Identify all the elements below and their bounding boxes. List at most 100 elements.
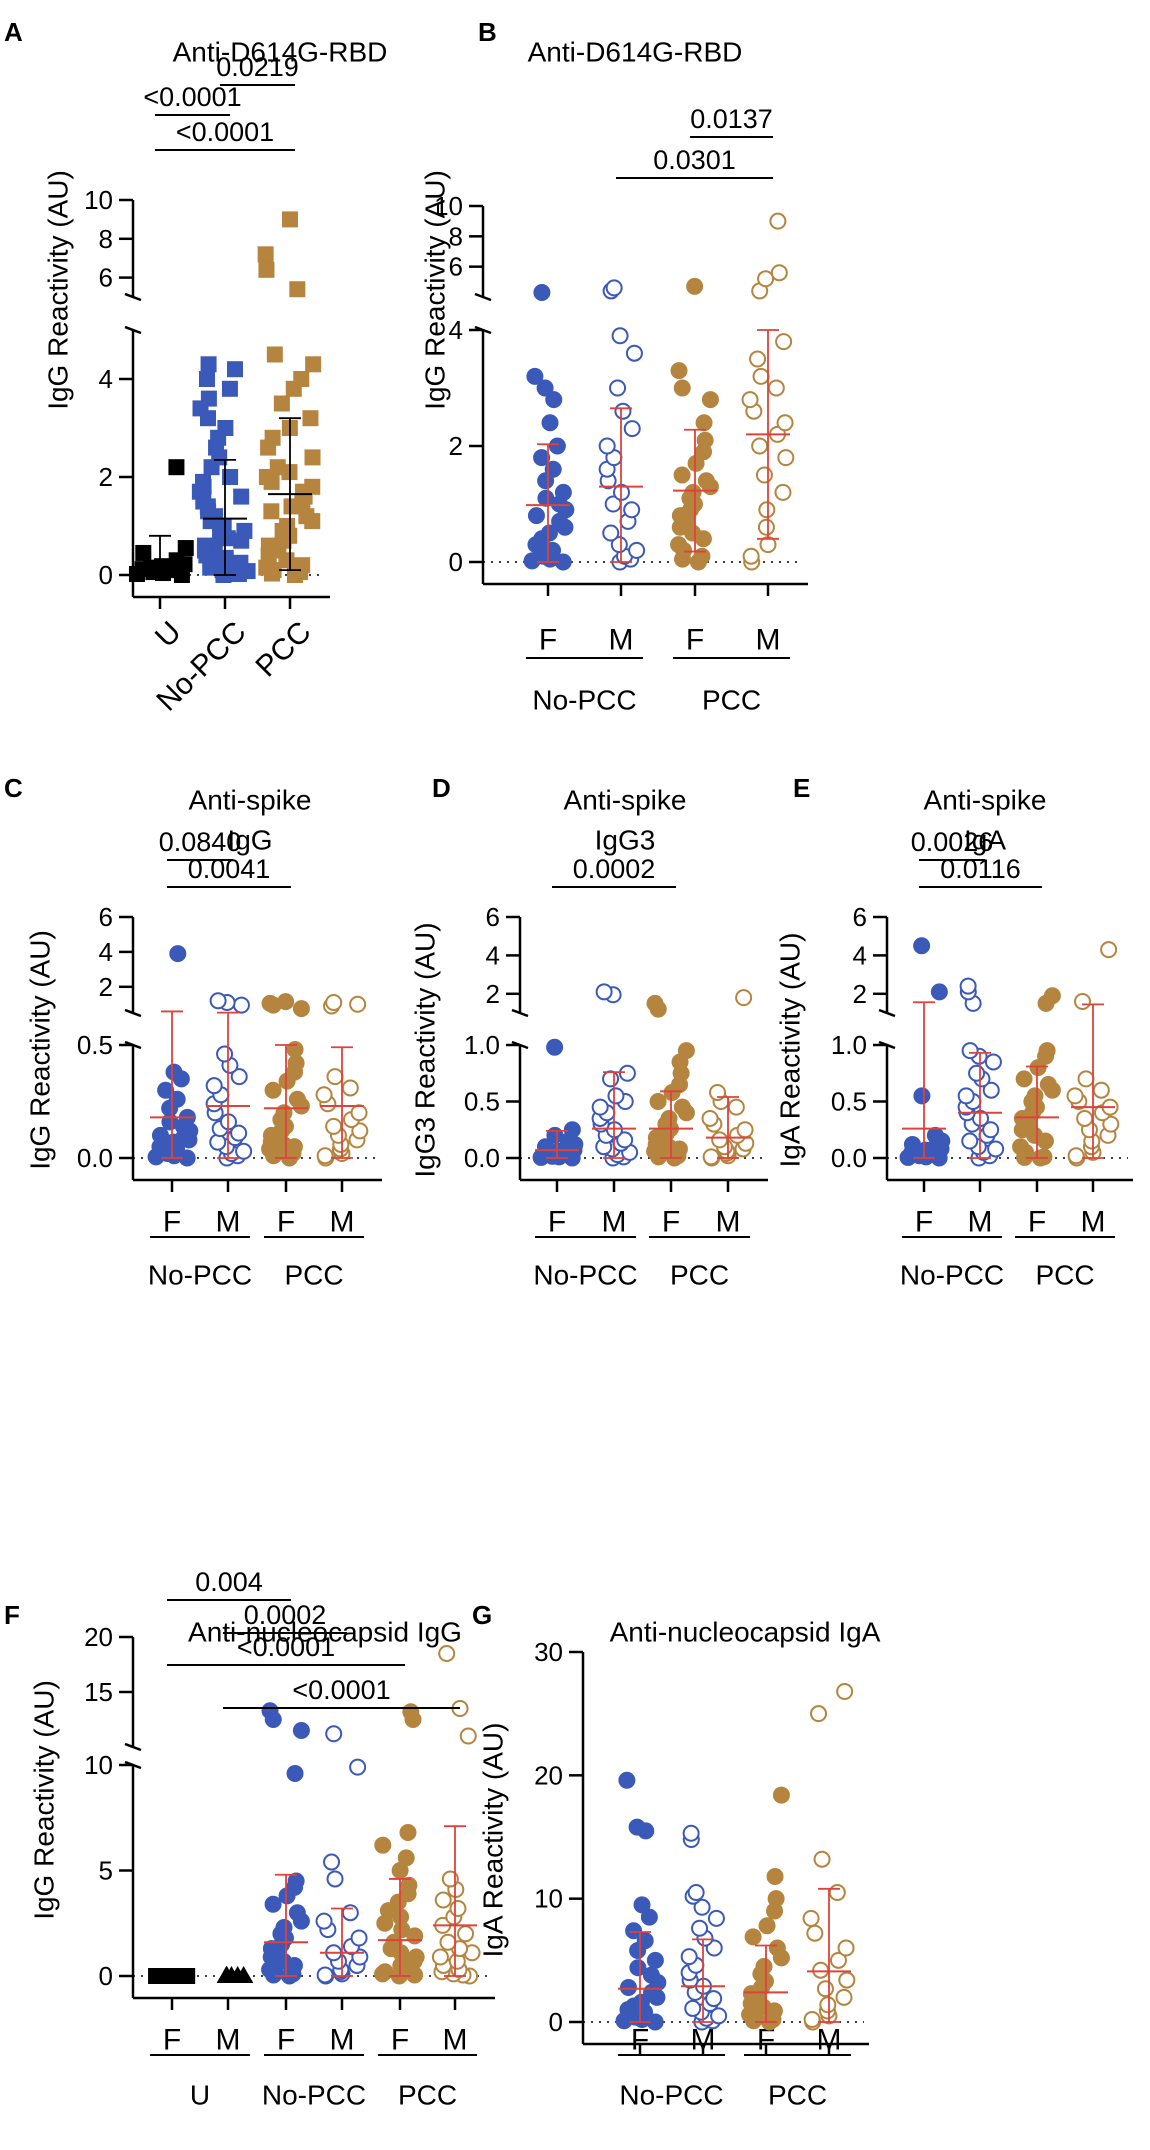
data-point [629, 1959, 647, 1977]
data-point [168, 459, 185, 476]
data-point [209, 992, 227, 1010]
chart-title: Anti-spike [564, 785, 687, 816]
data-point [673, 1098, 691, 1116]
data-point [605, 279, 623, 297]
p-value-label: 0.0219 [216, 52, 299, 82]
data-point [1077, 1070, 1095, 1088]
p-value-label: 0.0002 [244, 1600, 327, 1630]
data-point [168, 1090, 186, 1108]
y-tick-label: 1.0 [831, 1030, 867, 1060]
y-axis-label: IgA Reactivity (AU) [775, 933, 806, 1168]
data-point [349, 1758, 367, 1776]
data-point [1074, 992, 1092, 1010]
data-point [273, 395, 290, 412]
p-value-label: <0.0001 [237, 1632, 335, 1662]
y-tick-label: 6 [853, 902, 867, 932]
chart-title: Anti-spike [924, 785, 1047, 816]
data-point [216, 1045, 234, 1063]
data-point [281, 211, 298, 228]
y-axis-label: IgG3 Reactivity (AU) [410, 922, 441, 1177]
chart-title: IgG [227, 825, 272, 856]
series-2 [261, 1702, 310, 1985]
data-point [959, 977, 977, 995]
x-tick-label: M [602, 1206, 627, 1239]
series-0 [532, 1038, 584, 1167]
data-point [686, 277, 704, 295]
data-point [400, 1876, 418, 1894]
data-point [209, 1133, 227, 1151]
panel-label: F [4, 1600, 20, 1630]
y-tick-label: 4 [853, 940, 867, 970]
data-point [695, 414, 713, 432]
series-0 [147, 945, 199, 1167]
data-point [169, 945, 187, 963]
data-point [293, 371, 310, 387]
x-tick-label: F [163, 2024, 181, 2057]
data-point [961, 1042, 979, 1060]
data-point [623, 501, 641, 519]
data-point [687, 1884, 705, 1901]
data-point [749, 350, 767, 368]
data-point [261, 1702, 279, 1720]
data-point [632, 1993, 650, 2011]
series-0 [523, 283, 575, 571]
data-point [607, 1087, 625, 1105]
panel-c: C Anti-spike IgG IgG Reactivity (AU) 0.0 0.5 2… [4, 773, 382, 1291]
data-point [304, 449, 321, 466]
data-point [217, 420, 234, 436]
data-point [711, 1131, 729, 1149]
data-point [744, 1928, 762, 1946]
data-point [325, 1725, 343, 1743]
data-point [768, 1939, 786, 1957]
data-point [537, 472, 555, 490]
data-point [806, 1924, 824, 1942]
p-value-label: <0.0001 [143, 82, 241, 112]
data-point [230, 1068, 248, 1086]
data-point [774, 483, 792, 501]
data-point [294, 557, 311, 574]
data-point [913, 937, 931, 955]
data-point [544, 460, 562, 478]
y-axis-label: IgA Reactivity (AU) [478, 1723, 509, 1958]
data-point [757, 518, 775, 536]
data-point [1038, 1042, 1056, 1060]
group-label: No-PCC [900, 1260, 1004, 1291]
data-point [316, 1147, 334, 1165]
chart-title: Anti-D614G-RBD [173, 37, 388, 68]
x-tick-label: F [548, 1206, 566, 1239]
data-point [221, 380, 238, 397]
data-point [591, 1098, 609, 1116]
data-point [1076, 1109, 1094, 1127]
y-tick-label: 2 [449, 431, 463, 461]
data-point [769, 212, 787, 230]
data-point [288, 1904, 306, 1922]
group-label: PCC [702, 685, 761, 716]
series-3 [315, 994, 369, 1167]
series-1 [591, 983, 639, 1167]
data-point [702, 1148, 720, 1166]
data-point [776, 414, 794, 432]
panel-label: G [472, 1600, 492, 1630]
y-tick-label: 2 [99, 972, 113, 1002]
x-tick-label: F [277, 1206, 295, 1239]
data-point [351, 1122, 369, 1140]
series-3 [315, 1725, 369, 1985]
x-tick-label: M [1081, 1206, 1106, 1239]
x-tick-label: M [609, 624, 634, 657]
data-point [772, 1786, 790, 1804]
data-point [449, 1899, 467, 1917]
series-0 [899, 937, 951, 1167]
data-point [546, 1038, 564, 1056]
data-point [397, 1849, 415, 1867]
data-point [777, 449, 795, 467]
data-point [1102, 1115, 1120, 1133]
data-point [1067, 1147, 1085, 1165]
panel-g: G Anti-nucleocapsid IgA IgA Reactivity (AU… [472, 1600, 881, 2110]
chart-title: Anti-spike [189, 785, 312, 816]
data-point [349, 995, 367, 1013]
panel-e: E Anti-spike IgA IgA Reactivity (AU) 0.0 0.5 1… [775, 773, 1133, 1291]
data-point [649, 1093, 667, 1110]
data-point [611, 327, 629, 345]
data-point [350, 1929, 368, 1947]
data-point [742, 547, 760, 565]
